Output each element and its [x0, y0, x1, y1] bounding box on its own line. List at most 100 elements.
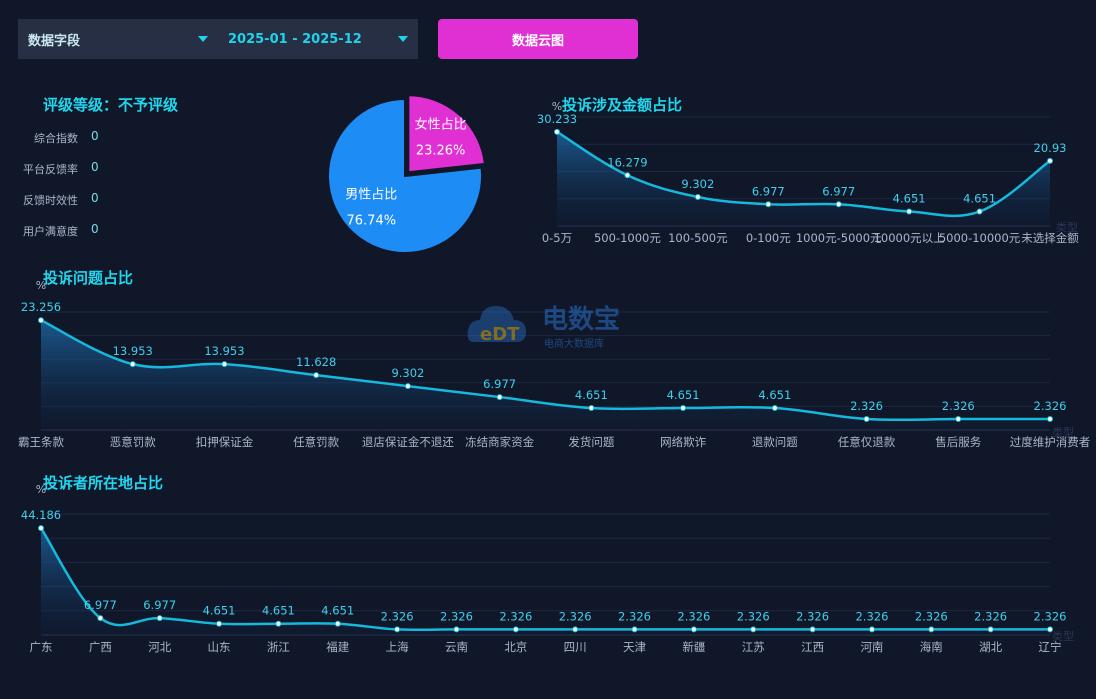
metric-value-timeliness: 0 — [91, 191, 99, 205]
x-tick-label: 霸王条款 — [18, 435, 64, 449]
data-label: 4.651 — [758, 388, 791, 402]
data-point — [624, 172, 631, 179]
data-point — [216, 620, 223, 627]
data-point — [750, 626, 757, 633]
x-tick-label: 0-5万 — [542, 231, 572, 245]
watermark-sub: 电商大数据库 — [544, 337, 604, 350]
x-tick-label: 四川 — [564, 640, 587, 654]
data-label: 4.651 — [321, 604, 354, 618]
x-axis-label: 类型 — [1052, 629, 1074, 643]
pie-slice-label: 女性占比 — [415, 117, 467, 133]
metric-value-satisfaction: 0 — [91, 222, 99, 236]
x-tick-label: 任意仅退款 — [838, 435, 896, 449]
data-label: 2.326 — [1034, 609, 1067, 623]
pie-slice-label: 男性占比 — [345, 188, 397, 203]
x-tick-label: 云南 — [445, 640, 468, 654]
data-cloud-button[interactable]: 数据云图 — [438, 19, 638, 59]
data-label: 20.93 — [1034, 141, 1067, 155]
data-label: 4.651 — [893, 192, 926, 206]
x-tick-label: 售后服务 — [935, 435, 981, 449]
data-point — [987, 626, 994, 633]
x-tick-label: 1000元-5000元 — [796, 231, 882, 245]
x-tick-label: 江苏 — [742, 640, 765, 654]
x-tick-label: 冻结商家资金 — [465, 435, 534, 449]
data-point — [1047, 416, 1053, 423]
x-tick-label: 退店保证金不退还 — [362, 435, 454, 449]
data-label: 2.326 — [677, 609, 710, 623]
date-range-dropdown[interactable]: 2025-01 - 2025-12 — [218, 19, 418, 59]
location-chart-title: 投诉者所在地占比 — [43, 474, 164, 492]
gender-pie-chart: 女性占比 23.26% 男性占比 76.74% — [327, 96, 486, 254]
metric-label-composite: 综合指数 — [34, 132, 78, 145]
data-point — [129, 361, 136, 368]
area-fill — [41, 528, 1050, 635]
data-label: 2.326 — [440, 609, 473, 623]
data-label: 2.326 — [559, 609, 592, 623]
data-label: 30.233 — [537, 112, 577, 126]
data-point — [868, 626, 875, 633]
data-label: 2.326 — [499, 609, 532, 623]
data-point — [863, 416, 870, 423]
data-label: 23.256 — [21, 300, 61, 314]
data-point — [976, 208, 983, 215]
area-fill — [41, 320, 1050, 430]
data-point — [453, 626, 460, 633]
x-tick-label: 江西 — [801, 640, 824, 654]
data-field-dropdown[interactable]: 数据字段 — [18, 19, 218, 59]
issue-chart-title: 投诉问题占比 — [43, 269, 134, 287]
x-tick-label: 新疆 — [682, 640, 705, 654]
x-tick-label: 广东 — [30, 640, 53, 654]
rating-title: 评级等级：不予评级 — [43, 96, 179, 114]
x-tick-label: 5000-10000元 — [939, 231, 1021, 245]
x-tick-label: 上海 — [386, 640, 409, 654]
data-label: 4.651 — [667, 388, 700, 402]
y-axis-label: % — [36, 483, 46, 496]
x-tick-label: 未选择金额 — [1021, 231, 1079, 245]
x-axis-label: 类型 — [1052, 425, 1074, 439]
data-label: 2.326 — [855, 609, 888, 623]
data-point — [334, 620, 341, 627]
x-tick-label: 山东 — [208, 640, 231, 654]
data-point — [38, 317, 44, 324]
data-point — [275, 620, 282, 627]
x-tick-label: 恶意罚款 — [110, 435, 156, 449]
x-tick-label: 10000元以上 — [874, 231, 945, 245]
data-point — [588, 405, 595, 412]
x-tick-label: 福建 — [326, 640, 349, 654]
x-tick-label: 网络欺诈 — [660, 435, 706, 449]
x-tick-label: 100-500元 — [668, 231, 728, 245]
data-point — [1047, 157, 1053, 164]
data-point — [835, 201, 842, 208]
data-label: 4.651 — [575, 388, 608, 402]
amount-chart-title: 投诉涉及金额占比 — [562, 96, 683, 114]
data-label: 6.977 — [143, 598, 176, 612]
amount-area-chart: 30.233 0-5万 16.279 500-1000元 9.302 100-500元 6.… — [537, 100, 1079, 245]
data-label: 11.628 — [296, 355, 336, 369]
data-point — [694, 194, 701, 201]
data-point — [1047, 626, 1053, 633]
x-tick-label: 辽宁 — [1039, 640, 1062, 654]
data-label: 2.326 — [850, 399, 883, 413]
chevron-down-icon — [198, 36, 208, 42]
x-tick-label: 河南 — [860, 640, 883, 654]
data-label: 2.326 — [915, 609, 948, 623]
series-line — [39, 527, 1050, 632]
data-label: 2.326 — [796, 609, 829, 623]
date-range-label: 2025-01 - 2025-12 — [228, 31, 362, 47]
x-tick-label: 浙江 — [267, 640, 290, 654]
x-tick-label: 河北 — [148, 640, 171, 654]
data-point — [771, 405, 778, 412]
data-point — [221, 361, 228, 368]
data-point — [572, 626, 579, 633]
data-label: 2.326 — [618, 609, 651, 623]
x-tick-label: 扣押保证金 — [196, 435, 254, 449]
pie-slice-value: 23.26% — [416, 144, 466, 159]
x-tick-label: 退款问题 — [752, 435, 798, 449]
data-point — [554, 128, 560, 135]
x-tick-label: 北京 — [504, 640, 527, 654]
x-tick-label: 过度维护消费者 — [1010, 435, 1091, 449]
data-label: 9.302 — [681, 177, 714, 191]
metric-label-satisfaction: 用户满意度 — [23, 225, 78, 238]
x-tick-label: 500-1000元 — [594, 231, 661, 245]
data-point — [955, 416, 962, 423]
